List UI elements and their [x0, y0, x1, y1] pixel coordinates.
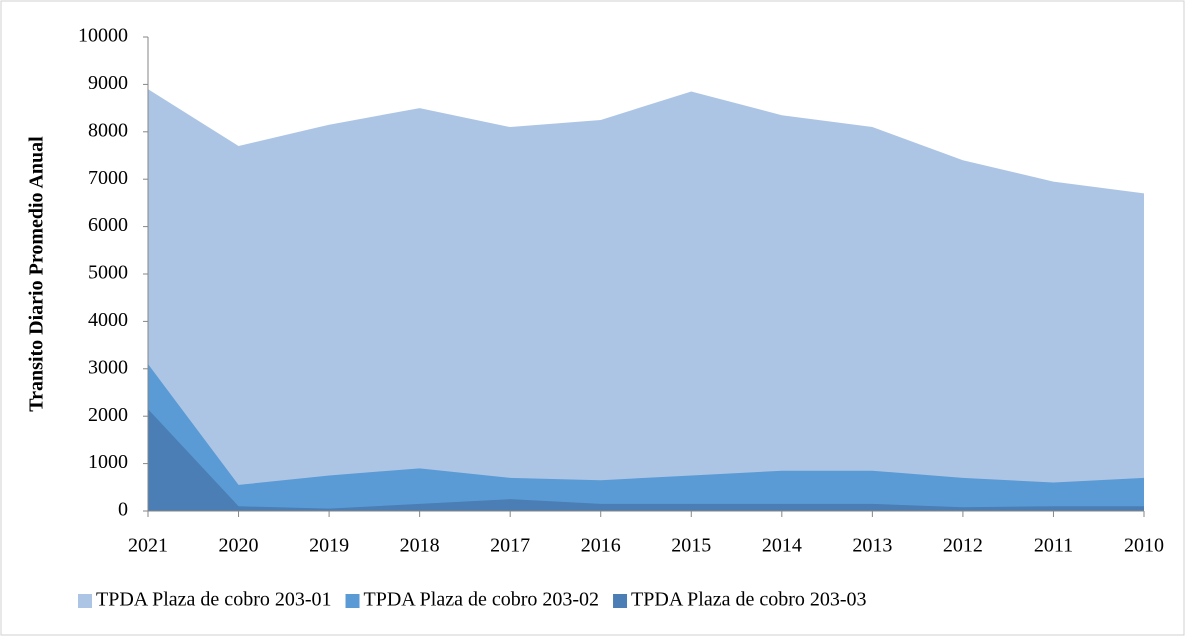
legend-swatch	[613, 594, 628, 608]
x-tick-label: 2014	[762, 535, 802, 557]
y-tick-label: 9000	[88, 72, 128, 94]
x-tick-label: 2017	[490, 535, 530, 557]
y-tick-label: 5000	[88, 262, 128, 284]
x-tick-label: 2011	[1034, 535, 1073, 557]
x-tick-label: 2021	[128, 535, 168, 557]
x-tick-label: 2010	[1124, 535, 1164, 557]
legend-label: TPDA Plaza de cobro 203-02	[364, 589, 600, 611]
x-tick-label: 2018	[400, 535, 440, 557]
area	[148, 89, 1144, 511]
x-tick-label: 2020	[219, 535, 259, 557]
y-tick-label: 8000	[88, 119, 128, 141]
x-tick-label: 2019	[309, 535, 349, 557]
y-tick-label: 1000	[88, 451, 128, 473]
y-tick-label: 4000	[88, 309, 128, 331]
legend-label: TPDA Plaza de cobro 203-01	[96, 589, 332, 611]
legend-swatch	[78, 594, 92, 608]
y-tick-label: 7000	[88, 167, 128, 189]
y-tick-label: 6000	[88, 214, 128, 236]
x-tick-label: 2013	[852, 535, 892, 557]
y-tick-label: 0	[118, 499, 128, 521]
x-tick-label: 2015	[671, 535, 711, 557]
legend-swatch	[345, 594, 360, 608]
y-tick-label: 10000	[78, 25, 128, 47]
y-tick-label: 2000	[88, 404, 128, 426]
y-tick-label: 3000	[88, 356, 128, 378]
legend-label: TPDA Plaza de cobro 203-03	[631, 589, 867, 611]
area	[148, 364, 1144, 511]
y-axis-label: Transito Diario Promedio Anual	[26, 136, 48, 412]
x-tick-label: 2016	[581, 535, 621, 557]
x-tick-label: 2012	[943, 535, 983, 557]
